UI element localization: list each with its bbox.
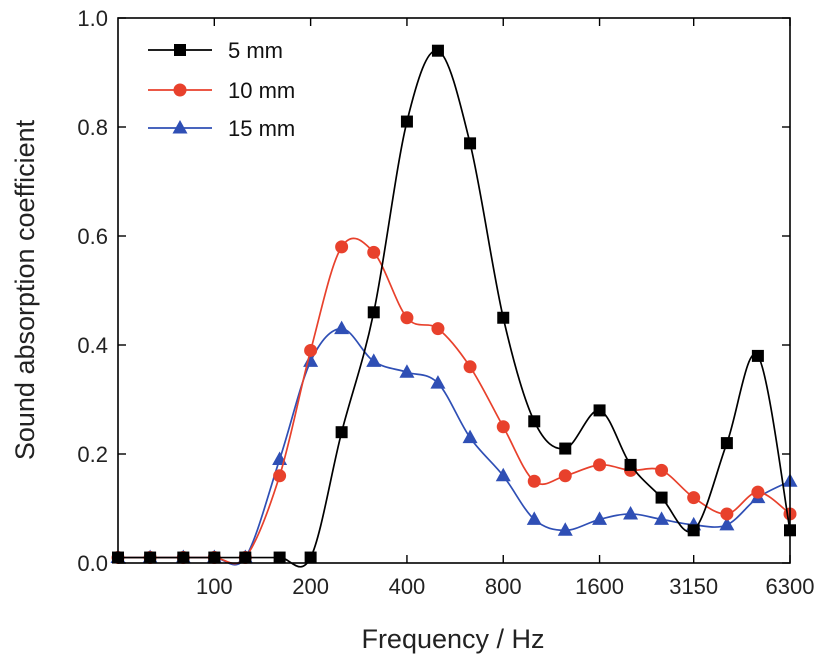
y-tick-label: 0.6 (77, 224, 108, 249)
data-point-10mm (687, 491, 701, 505)
data-point-10mm (304, 343, 318, 357)
y-tick-label: 0.2 (77, 442, 108, 467)
legend-label-15mm: 15 mm (228, 116, 295, 141)
data-point-5mm (400, 115, 413, 128)
data-point-5mm (177, 551, 190, 564)
data-point-5mm (431, 44, 444, 57)
data-point-15mm (430, 375, 446, 389)
data-point-10mm (655, 463, 669, 477)
data-point-15mm (399, 364, 415, 378)
series-line-5mm (117, 49, 791, 568)
data-point-10mm (527, 474, 541, 488)
y-tick-label: 1.0 (77, 6, 108, 31)
series-10mm (111, 237, 797, 565)
data-point-15mm (495, 467, 511, 482)
data-point-15mm (654, 511, 670, 525)
data-point-5mm (367, 306, 380, 319)
legend: 5 mm 10 mm 15 mm (148, 38, 295, 141)
data-point-15mm (462, 429, 478, 444)
series-line-10mm (117, 237, 791, 565)
data-point-15mm (334, 320, 350, 335)
data-point-10mm (558, 469, 572, 483)
data-point-5mm (239, 551, 252, 564)
legend-marker-15mm (172, 120, 188, 134)
data-point-10mm (751, 485, 765, 499)
data-point-10mm (367, 245, 381, 259)
data-point-10mm (273, 469, 287, 483)
data-point-5mm (497, 311, 510, 324)
data-point-5mm (528, 415, 541, 428)
data-point-15mm (557, 522, 573, 536)
legend-marker-5mm (174, 44, 186, 56)
y-tick-label: 0.8 (77, 115, 108, 140)
legend-label-10mm: 10 mm (228, 78, 295, 103)
x-tick-label: 100 (196, 574, 233, 599)
plot-frame (117, 17, 791, 564)
data-point-5mm (464, 137, 477, 150)
data-point-10mm (335, 240, 349, 254)
axes-layer: 0.0 0.2 0.4 0.6 0.8 1.0 100 200 400 800 1600 3150 63… (77, 6, 814, 599)
data-point-5mm (751, 349, 764, 362)
x-tick-label: 800 (485, 574, 522, 599)
series-line-15mm (117, 327, 791, 566)
legend-marker-10mm (173, 83, 187, 97)
x-axis-title: Frequency / Hz (361, 624, 544, 654)
data-point-10mm (431, 322, 445, 336)
data-point-5mm (559, 442, 572, 455)
data-point-15mm (592, 511, 608, 525)
y-axis-title: Sound absorption coefficient (10, 119, 40, 460)
x-tick-label: 3150 (669, 574, 718, 599)
data-point-5mm (624, 458, 637, 471)
y-tick-label: 0.4 (77, 333, 108, 358)
y-tick-label: 0.0 (77, 551, 108, 576)
data-point-5mm (655, 491, 668, 504)
data-point-5mm (593, 404, 606, 417)
data-point-15mm (526, 511, 542, 525)
series-5mm (112, 44, 796, 568)
x-tick-label: 400 (389, 574, 426, 599)
series-layer (110, 44, 798, 568)
data-point-10mm (463, 360, 477, 374)
data-point-5mm (144, 551, 157, 564)
data-point-5mm (273, 551, 286, 564)
data-point-5mm (335, 426, 348, 439)
data-point-5mm (687, 524, 700, 537)
data-point-10mm (400, 311, 414, 325)
x-tick-label: 6300 (766, 574, 815, 599)
legend-label-5mm: 5 mm (228, 38, 283, 63)
x-tick-label: 200 (292, 574, 329, 599)
data-point-15mm (719, 516, 735, 531)
data-point-10mm (720, 507, 734, 521)
data-point-5mm (720, 437, 733, 450)
data-point-10mm (593, 458, 607, 472)
data-point-10mm (496, 420, 510, 434)
x-tick-label: 1600 (575, 574, 624, 599)
data-point-15mm (366, 353, 382, 367)
data-point-15mm (623, 505, 639, 520)
